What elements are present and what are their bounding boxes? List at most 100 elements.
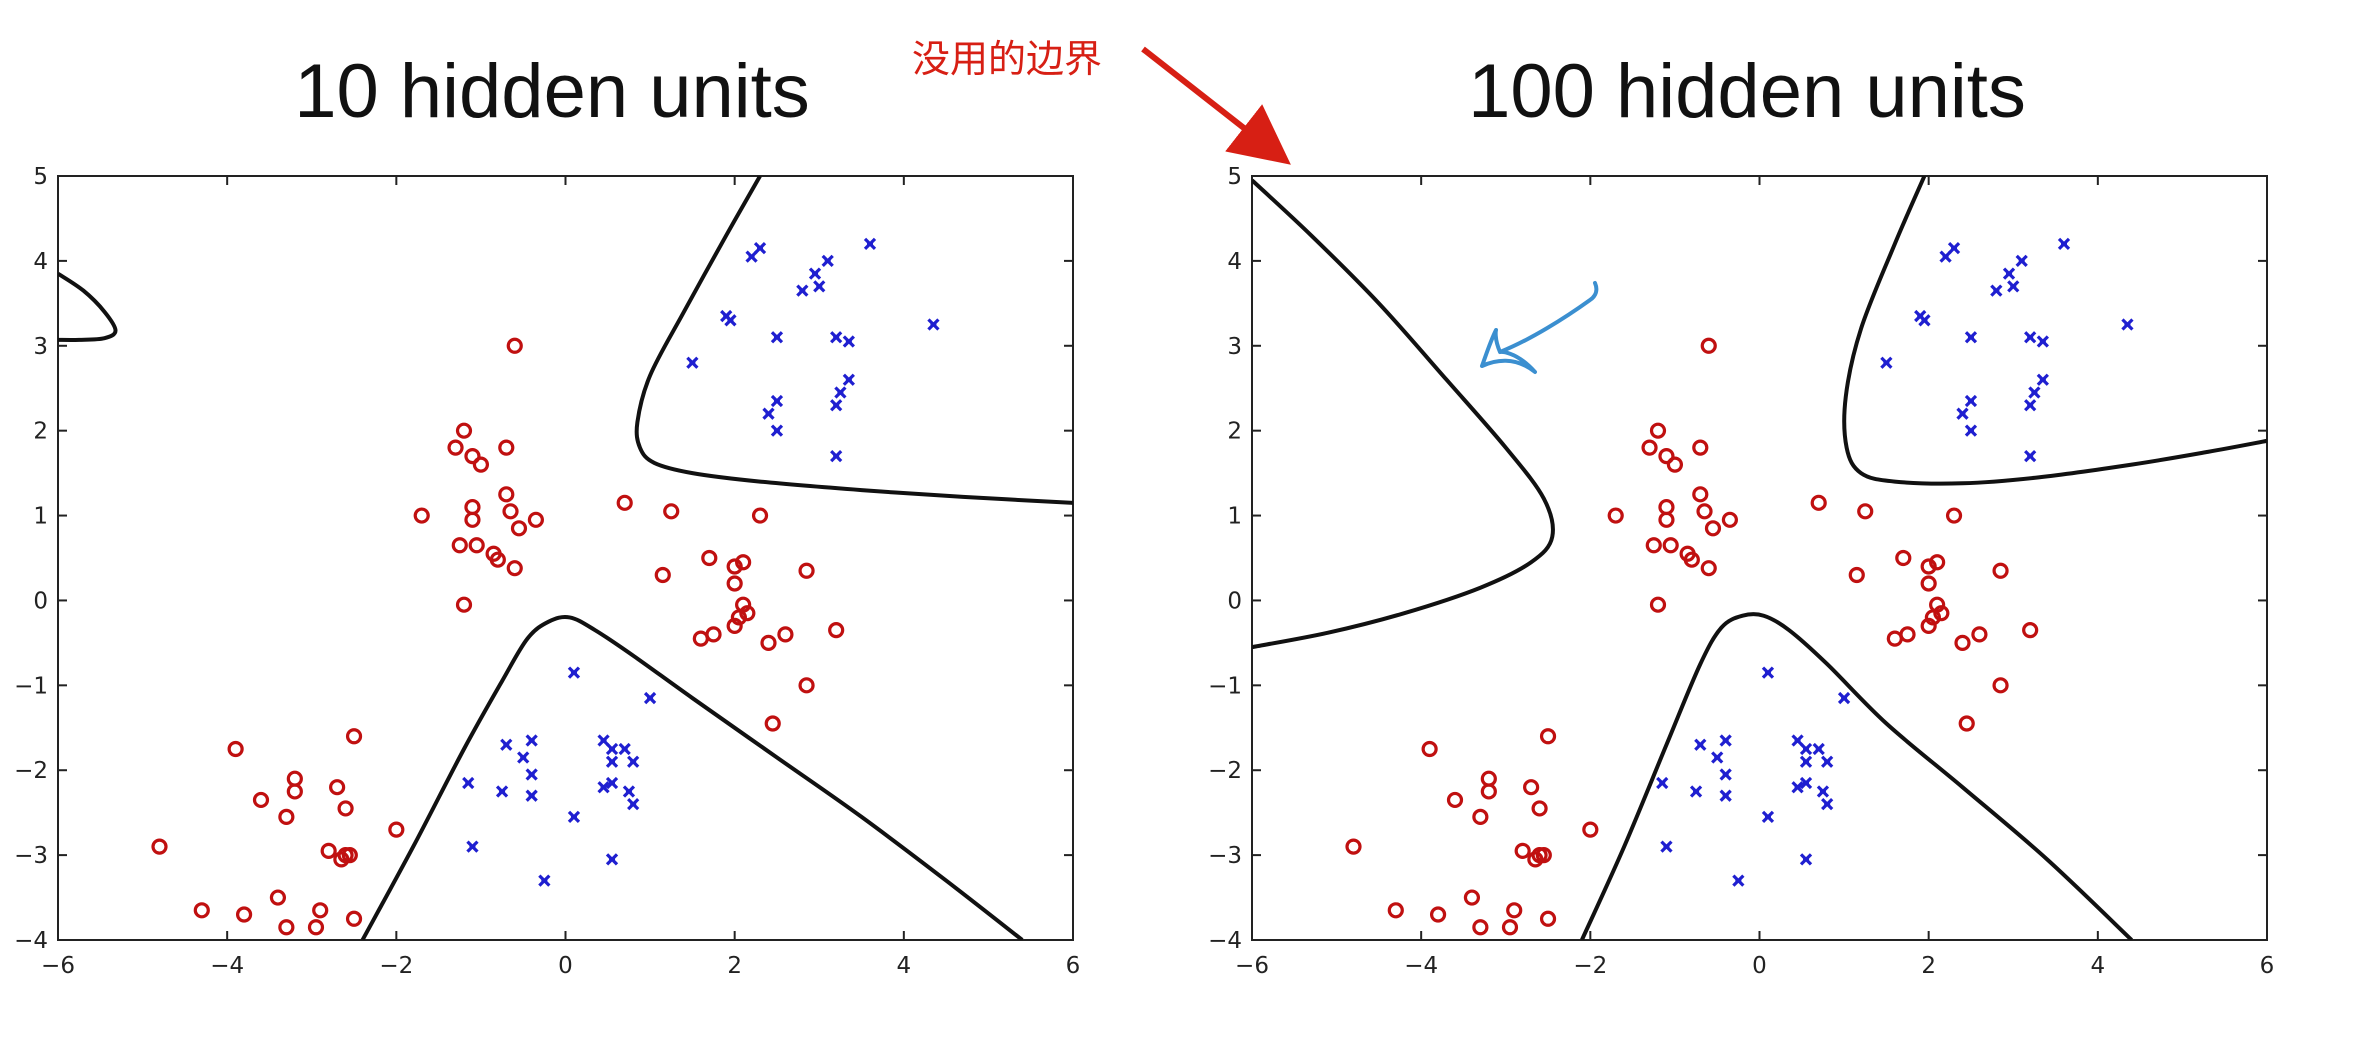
data-point-x: [1956, 407, 1969, 420]
y-tick: 0: [33, 588, 1073, 614]
data-point-o: [1463, 889, 1481, 906]
data-point-x: [597, 781, 610, 794]
decision-boundary: [1842, 176, 2267, 486]
data-point-o: [1992, 562, 2009, 579]
data-point-o: [151, 838, 168, 855]
y-tick: −4: [1208, 928, 2267, 954]
data-point-o: [1857, 503, 1874, 520]
data-point-o: [502, 503, 519, 520]
y-tick: −2: [1208, 758, 2267, 784]
data-point-x: [724, 314, 737, 327]
x-tick-label: 4: [2091, 953, 2106, 979]
data-point-x: [2057, 237, 2071, 251]
data-point-x: [863, 237, 877, 251]
data-point-x: [1821, 755, 1834, 768]
data-point-o: [1523, 779, 1540, 796]
y-tick-label: −3: [14, 843, 48, 869]
x-tick-label: −4: [210, 953, 244, 979]
data-point-x: [525, 734, 538, 747]
data-point-x: [1918, 314, 1931, 327]
data-point-o: [329, 779, 346, 796]
x-tick-label: 2: [727, 953, 742, 979]
data-point-x: [605, 853, 619, 866]
data-point-x: [1799, 853, 1813, 866]
y-tick-label: 2: [33, 419, 48, 445]
data-point-o: [1658, 511, 1675, 528]
data-point-x: [1964, 331, 1978, 344]
y-tick-label: 4: [33, 249, 48, 275]
y-tick-label: −4: [1208, 928, 1242, 954]
y-tick: 2: [33, 419, 1073, 445]
y-tick: 4: [33, 249, 1073, 275]
data-point-x: [2002, 267, 2016, 280]
y-tick-label: −1: [14, 673, 48, 699]
data-point-o: [1429, 906, 1447, 923]
y-tick-label: 0: [1227, 588, 1242, 614]
data-point-o: [701, 549, 718, 567]
data-point-x: [538, 874, 551, 887]
data-point-o: [278, 919, 295, 936]
data-point-o: [1666, 456, 1684, 473]
data-point-o: [464, 448, 481, 465]
data-point-o: [447, 439, 464, 456]
data-point-x: [927, 318, 940, 331]
data-point-o: [527, 511, 544, 528]
data-point-o: [451, 537, 468, 554]
data-point-x: [605, 755, 619, 768]
y-tick-label: 1: [1227, 504, 1242, 530]
data-point-o: [506, 560, 523, 577]
data-point-o: [1607, 507, 1624, 524]
data-point-o: [1446, 791, 1464, 809]
data-point-o: [1421, 740, 1438, 758]
data-point-x: [605, 742, 619, 756]
x-tick-label: 0: [1752, 953, 1767, 979]
y-tick: −1: [14, 673, 1073, 699]
data-point-o: [464, 498, 481, 516]
data-point-x: [2007, 280, 2020, 293]
data-point-x: [2024, 450, 2037, 463]
data-point-x: [618, 742, 631, 756]
data-point-x: [643, 691, 657, 705]
y-tick: 4: [1227, 249, 2267, 275]
data-point-x: [686, 356, 699, 369]
data-point-o: [1899, 626, 1916, 643]
y-tick-label: 5: [1227, 164, 1242, 190]
data-point-x: [525, 768, 538, 781]
data-point-x: [1791, 781, 1804, 794]
data-point-o: [1920, 558, 1937, 575]
data-point-o: [498, 439, 515, 456]
x-tick-label: 2: [1921, 953, 1936, 979]
data-point-o: [1924, 609, 1941, 626]
data-point-o: [333, 851, 350, 868]
data-point-o: [1692, 439, 1709, 456]
data-point-x: [1990, 284, 2003, 297]
data-point-o: [1645, 537, 1662, 554]
data-point-o: [286, 770, 303, 787]
x-tick: −4: [1404, 176, 1438, 979]
data-point-o: [2022, 622, 2039, 639]
data-point-o: [286, 783, 303, 800]
data-point-o: [312, 902, 329, 919]
decision-boundary: [1580, 612, 2134, 940]
data-point-x: [2036, 335, 2049, 348]
data-point-o: [472, 456, 490, 473]
data-point-x: [1761, 666, 1775, 679]
data-point-x: [605, 776, 619, 790]
data-point-x: [1799, 742, 1813, 756]
data-point-x: [1761, 810, 1775, 824]
data-point-o: [269, 889, 287, 906]
data-point-x: [1719, 789, 1732, 802]
data-point-x: [1791, 734, 1804, 747]
y-tick: 2: [1227, 419, 2267, 445]
data-point-o: [798, 677, 815, 694]
data-point-o: [1848, 566, 1865, 584]
data-point-x: [622, 785, 636, 798]
data-point-x: [567, 810, 581, 824]
data-point-x: [525, 789, 538, 802]
x-tick: −4: [210, 176, 244, 979]
data-point-x: [517, 751, 530, 764]
data-point-x: [627, 755, 640, 768]
data-point-x: [1732, 874, 1745, 887]
data-point-x: [830, 450, 843, 463]
